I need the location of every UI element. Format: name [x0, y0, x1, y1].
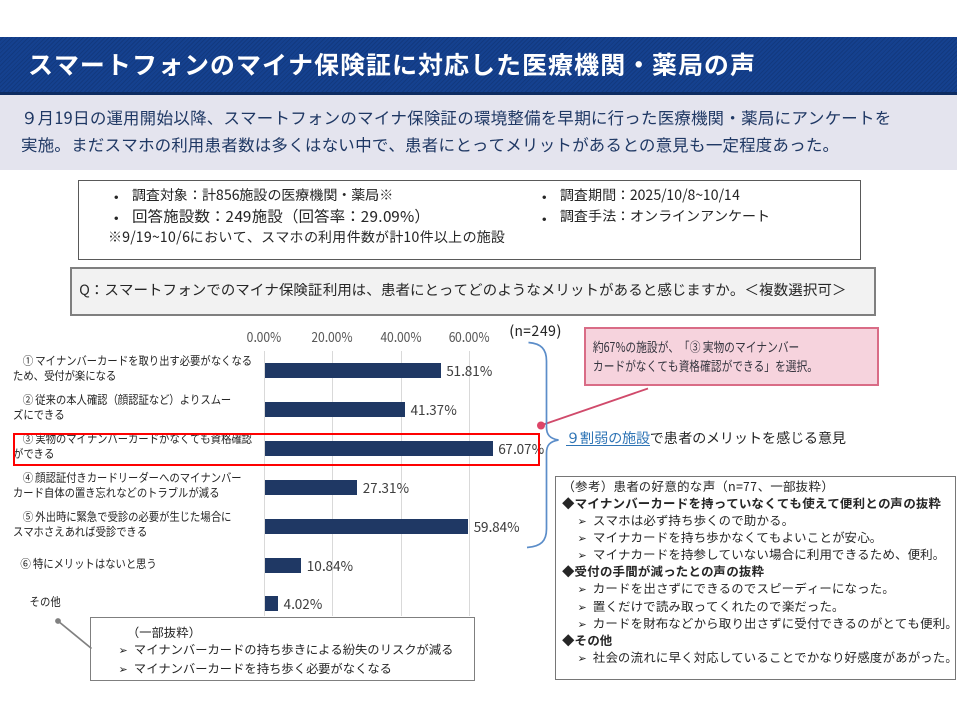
reference-item: ➢ マイナカードを持ち歩かなくてもよいことが安心。 [556, 528, 955, 547]
pink-connector-line [541, 387, 649, 426]
reference-item-text: 社会の流れに早く対応していることでかなり好感度があがった。 [592, 648, 958, 666]
survey-target: 調査対象：計856施設の医療機関・薬局※ [132, 184, 394, 205]
survey-period: 調査期間：2025/10/8~10/14 [560, 184, 740, 205]
category-label: ④ 顔認証付きカードリーダーへのマイナンバー カード自体の置き忘れなどのトラブル… [13, 469, 242, 502]
bar-value-label: 4.02% [283, 593, 323, 613]
bar-value-label: 51.81% [446, 359, 493, 380]
category-label: その他 [29, 592, 61, 610]
bullet-icon: • [114, 185, 119, 205]
category-label: ② 従来の本人確認（顔認証など）よりスムー ズにできる [13, 391, 232, 424]
reference-item-text: カードを出さずにできるのでスピーディーになった。 [592, 579, 895, 598]
reference-box: （参考）患者の好意的な声（n=77、一部抜粋） ◆マイナンバーカードを持っていな… [555, 475, 958, 680]
highlight-callout: 約67%の施設が、「③ 実物のマイナンバー カードがなくても資格確認ができる」を… [584, 327, 879, 386]
reference-item: ➢ マイナカードを持参していない場合に利用できるため、便利。 [556, 545, 955, 564]
reference-item-text: マイナカードを持ち歩かなくてもよいことが安心。 [592, 528, 883, 547]
bar [264, 362, 441, 378]
pink-connector-dot [537, 421, 545, 430]
arrow-bullet-icon: ➢ [577, 512, 587, 529]
axis-tick-label: 0.00% [246, 325, 282, 346]
gridline [400, 351, 402, 616]
arrow-bullet-icon: ➢ [577, 615, 587, 632]
survey-method: 調査手法：オンラインアンケート [560, 206, 770, 226]
brace-note-link[interactable]: ９割弱の施設 [566, 427, 650, 448]
survey-overview-box: • 調査対象：計856施設の医療機関・薬局※ • 回答施設数：249施設（回答率… [78, 180, 861, 260]
reference-item: ➢ スマホは必ず持ち歩くので助かる。 [556, 510, 955, 529]
reference-item-text: カードを財布などから取り出さずに受付できるのがとても便利。 [592, 613, 958, 632]
survey-footnote: ※9/19~10/6において、スマホの利用件数が計10件以上の施設 [108, 227, 506, 247]
axis-tick-label: 40.00% [380, 325, 422, 346]
arrow-bullet-icon: ➢ [577, 530, 587, 547]
lede-line-2: 実施。まだスマホの利用患者数は多くはない中で、患者にとってメリットがあるとの意見… [21, 131, 840, 156]
category-label: ⑤ 外出時に緊急で受診の必要が生じた場合に スマホさえあれば受診できる [13, 508, 232, 541]
bar [264, 519, 468, 534]
other-connector-line [57, 620, 93, 650]
arrow-bullet-icon: ➢ [118, 660, 128, 677]
bullet-icon: • [542, 185, 547, 205]
bar-value-label: 41.37% [410, 399, 457, 419]
arrow-bullet-icon: ➢ [577, 598, 587, 615]
reference-heading: ◆その他 [562, 630, 613, 649]
bar [264, 480, 358, 495]
reference-item: ➢ 社会の流れに早く対応していることでかなり好感度があがった。 [556, 648, 958, 666]
gridline [468, 351, 470, 616]
other-note-item-text: マイナンバーカードの持ち歩きによる紛失のリスクが減る [133, 639, 454, 658]
reference-heading: ◆マイナンバーカードを持っていなくても使えて便利との声の抜粋 [562, 493, 942, 512]
arrow-bullet-icon: ➢ [577, 547, 587, 564]
other-note-item-text: マイナンバーカードを持ち歩く必要がなくなる [133, 658, 392, 677]
axis-tick-label: 60.00% [448, 325, 490, 346]
reference-item: ➢ 置くだけで読み取ってくれたので楽だった。 [556, 596, 955, 615]
bar-value-label: 27.31% [362, 477, 410, 497]
other-connector-dot [55, 618, 61, 624]
lede-line-1: ９月19日の運用開始以降、スマートフォンのマイナ保険証の環境整備を早期に行った医… [21, 104, 892, 129]
title-banner: スマートフォンのマイナ保険証に対応した医療機関・薬局の声 [0, 37, 957, 95]
other-note-title: （一部抜粋） [127, 622, 201, 641]
brace-note: ９割弱の施設で患者のメリットを感じる意見 [566, 428, 846, 448]
reference-item-text: スマホは必ず持ち歩くので助かる。 [592, 510, 795, 529]
other-note-box: （一部抜粋） ➢ マイナンバーカードの持ち歩きによる紛失のリスクが減る ➢ マイナン… [90, 617, 475, 681]
highlight-callout-text: 約67%の施設が、「③ 実物のマイナンバー カードがなくても資格確認ができる」を… [593, 336, 818, 375]
arrow-bullet-icon: ➢ [577, 581, 587, 598]
sample-size-label: (n=249) [509, 321, 562, 341]
arrow-bullet-icon: ➢ [577, 650, 587, 666]
arrow-bullet-icon: ➢ [118, 641, 128, 658]
category-label: ③ 実物のマイナンバーカードがなくても資格確認 ができる [13, 430, 252, 463]
survey-respondents: 回答施設数：249施設（回答率：29.09%） [132, 204, 431, 227]
reference-item-text: マイナカードを持参していない場合に利用できるため、便利。 [592, 545, 946, 564]
bullet-icon: • [114, 206, 119, 226]
reference-heading: ◆受付の手間が減ったとの声の抜粋 [562, 562, 765, 581]
other-note-item: ➢ マイナンバーカードの持ち歩きによる紛失のリスクが減る [119, 640, 454, 658]
bullet-icon: • [542, 206, 547, 227]
reference-item: ➢ カードを財布などから取り出さずに受付できるのがとても便利。 [556, 613, 958, 632]
brace-note-rest: で患者のメリットを感じる意見 [650, 427, 846, 448]
question-box: Q：スマートフォンでのマイナ保険証利用は、患者にとってどのようなメリットがあると… [70, 267, 876, 316]
bar [264, 558, 302, 573]
bar-value-label: 59.84% [473, 516, 520, 536]
axis-tick-label: 20.00% [311, 325, 353, 346]
category-label: ⑥ 特にメリットはないと思う [20, 554, 157, 572]
category-label: ① マイナンバーカードを取り出す必要がなくなる ため、受付が楽になる [13, 351, 252, 384]
bar-value-label: 10.84% [306, 555, 354, 575]
reference-item-text: 置くだけで読み取ってくれたので楽だった。 [592, 596, 845, 615]
bar [264, 402, 406, 417]
question-text: Q：スマートフォンでのマイナ保険証利用は、患者にとってどのようなメリットがあると… [79, 279, 847, 300]
other-note-item: ➢ マイナンバーカードを持ち歩く必要がなくなる [119, 659, 392, 677]
bar [264, 441, 493, 456]
page-title: スマートフォンのマイナ保険証に対応した医療機関・薬局の声 [28, 46, 757, 82]
bar [264, 596, 279, 611]
highlight-rectangle [13, 432, 540, 466]
reference-item: ➢ カードを出さずにできるのでスピーディーになった。 [556, 579, 955, 598]
reference-title: （参考）患者の好意的な声（n=77、一部抜粋） [562, 476, 835, 495]
lede-strip: ９月19日の運用開始以降、スマートフォンのマイナ保険証の環境整備を早期に行った医… [0, 95, 957, 170]
